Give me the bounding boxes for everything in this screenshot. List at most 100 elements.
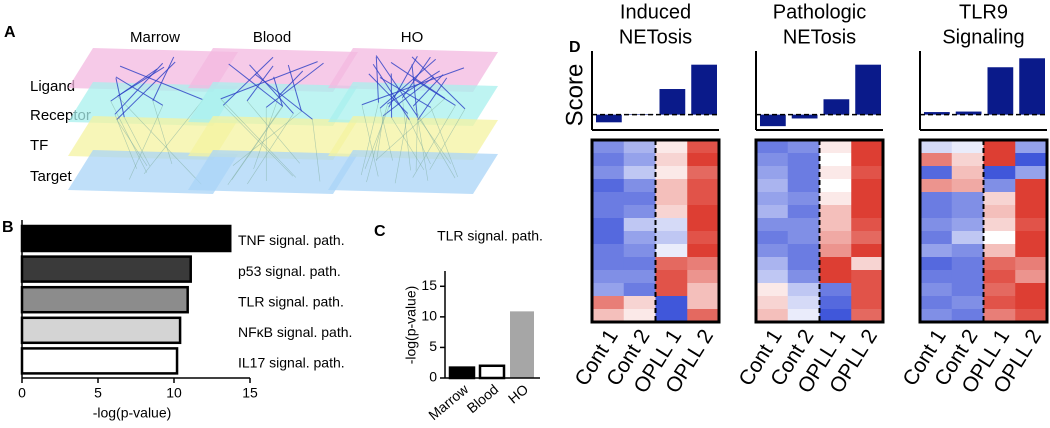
network-edge bbox=[415, 117, 418, 171]
network-edge bbox=[411, 64, 418, 118]
heatmap-cell bbox=[687, 257, 720, 271]
x-tick-label: 0 bbox=[18, 385, 26, 401]
network-edge bbox=[143, 99, 204, 174]
heatmap-cell bbox=[687, 192, 720, 206]
heatmap-cell bbox=[787, 218, 820, 232]
heatmap-cell bbox=[819, 283, 852, 297]
heatmap-cell bbox=[592, 166, 625, 180]
heatmap-cell bbox=[592, 179, 625, 193]
heatmap-cell bbox=[655, 296, 688, 310]
network-edge bbox=[247, 113, 294, 185]
panel-label: D bbox=[569, 39, 581, 56]
heatmap-cell bbox=[983, 205, 1016, 219]
heatmap-cell bbox=[623, 179, 656, 193]
layer-plane bbox=[188, 48, 358, 92]
heatmap-cell bbox=[687, 309, 720, 323]
heatmap-cell bbox=[1015, 192, 1048, 206]
heatmap-cell bbox=[819, 218, 852, 232]
network-edge bbox=[379, 77, 432, 108]
heatmap-cell bbox=[655, 140, 688, 154]
network-edge bbox=[114, 62, 164, 115]
heatmap-cell bbox=[592, 205, 625, 219]
heatmap-cell bbox=[951, 231, 984, 245]
network-edge bbox=[390, 61, 446, 99]
y-tick-label: 0 bbox=[429, 369, 437, 385]
heatmap-cell bbox=[1015, 257, 1048, 271]
heatmap-cell bbox=[592, 309, 625, 323]
network-edge bbox=[220, 61, 318, 100]
heatmap-cell bbox=[983, 231, 1016, 245]
heatmap-cell bbox=[851, 309, 884, 323]
heatmap-cell bbox=[951, 192, 984, 206]
network-edge bbox=[116, 119, 148, 166]
heatmap-frame bbox=[590, 138, 721, 324]
heatmap-cell bbox=[687, 231, 720, 245]
heatmap-cell bbox=[951, 244, 984, 258]
heatmap-cell bbox=[592, 218, 625, 232]
heatmap-cell bbox=[787, 205, 820, 219]
heatmap-cell bbox=[851, 192, 884, 206]
column-title: Marrow bbox=[130, 29, 180, 46]
score-bar bbox=[596, 114, 622, 123]
heatmap-cell bbox=[983, 270, 1016, 284]
heatmap-cell bbox=[983, 192, 1016, 206]
heatmap-cell bbox=[623, 218, 656, 232]
network-edge bbox=[152, 100, 173, 165]
heatmap-cell bbox=[756, 257, 789, 271]
heatmap-cell bbox=[819, 296, 852, 310]
heatmap-cell bbox=[756, 153, 789, 167]
heatmap-cell bbox=[920, 270, 953, 284]
network-edge bbox=[411, 56, 466, 110]
bar bbox=[20, 255, 192, 283]
network-edge bbox=[220, 98, 296, 178]
heatmap-cell bbox=[819, 140, 852, 154]
heatmap-cell bbox=[687, 140, 720, 154]
network-edge bbox=[416, 115, 452, 164]
heatmap-cell bbox=[920, 257, 953, 271]
heatmap-cell bbox=[951, 218, 984, 232]
heatmap-cell bbox=[592, 244, 625, 258]
network-edge bbox=[117, 66, 165, 97]
heatmap-cell bbox=[983, 166, 1016, 180]
network-edge bbox=[361, 67, 465, 106]
heatmap-cell bbox=[1015, 309, 1048, 323]
heatmap-cell bbox=[851, 231, 884, 245]
network-edge bbox=[417, 77, 448, 121]
heatmap-cell bbox=[787, 309, 820, 323]
bar-label: TLR signal. path. bbox=[238, 293, 344, 309]
score-bar bbox=[1019, 58, 1045, 115]
heatmap-cell bbox=[623, 244, 656, 258]
heatmap-cell bbox=[920, 140, 953, 154]
heatmap-cell bbox=[819, 309, 852, 323]
heatmap-cell bbox=[756, 218, 789, 232]
x-tick-label: HO bbox=[505, 381, 531, 407]
heatmap-cell bbox=[920, 166, 953, 180]
bar-label: p53 signal. path. bbox=[238, 263, 341, 279]
layer-plane bbox=[328, 150, 498, 194]
heatmap-cell bbox=[1015, 283, 1048, 297]
heatmap-cell bbox=[920, 244, 953, 258]
heatmap-cell bbox=[687, 270, 720, 284]
heatmap-cell bbox=[787, 231, 820, 245]
heatmap-cell bbox=[851, 166, 884, 180]
heatmap-cell bbox=[756, 179, 789, 193]
network-edge bbox=[312, 119, 321, 182]
heatmap-cell bbox=[951, 283, 984, 297]
network-edge bbox=[287, 64, 302, 112]
heatmap-cell bbox=[983, 309, 1016, 323]
heatmap-cell bbox=[687, 166, 720, 180]
heatmap-cell bbox=[983, 179, 1016, 193]
score-bar bbox=[760, 114, 786, 127]
heatmap-cell bbox=[756, 296, 789, 310]
network-edge bbox=[119, 65, 204, 101]
network-edge bbox=[364, 107, 390, 169]
panel-label: C bbox=[374, 223, 386, 240]
x-tick-label: 15 bbox=[242, 385, 258, 401]
heatmap-cell bbox=[756, 192, 789, 206]
heatmap-cell bbox=[983, 140, 1016, 154]
heatmap-cell bbox=[1015, 166, 1048, 180]
heatmap-cell bbox=[655, 192, 688, 206]
network-edge bbox=[379, 108, 393, 161]
heatmap-cell bbox=[1015, 205, 1048, 219]
